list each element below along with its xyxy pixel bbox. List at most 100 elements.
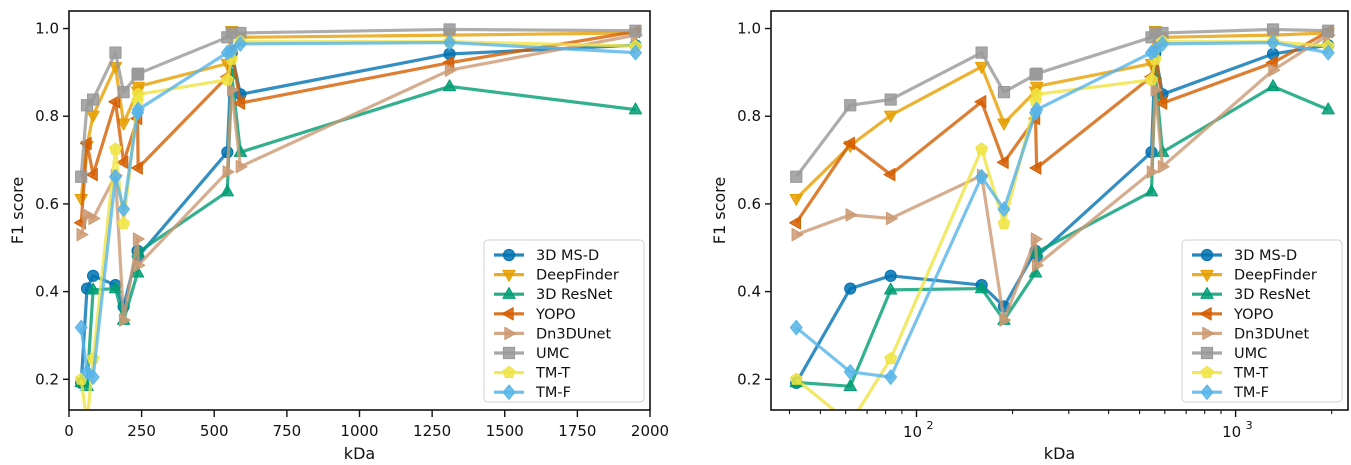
data-point-tm-f-3 (884, 369, 898, 385)
data-point-dn3dunet-7 (133, 258, 146, 272)
data-point-3d-resnet-4 (974, 281, 989, 294)
legend-label-tm-f: TM-F (535, 385, 571, 401)
data-point-tm-f-7 (131, 101, 145, 118)
legend: 3D MS-D DeepFinder 3D ResNet YOPO Dn3DUnet UM… (483, 239, 645, 403)
data-point-tm-f-5 (997, 201, 1011, 217)
data-point-3d-resnet-3 (86, 282, 100, 295)
data-point-yopo-7 (130, 161, 143, 175)
data-point-dn3dunet-6 (132, 232, 145, 246)
legend-marker-tm-f (1200, 384, 1214, 400)
data-point-yopo-4 (108, 95, 121, 109)
data-point-tm-t-5 (997, 216, 1011, 230)
data-point-tm-t-3 (884, 352, 898, 365)
data-point-deepfinder-5 (116, 118, 131, 131)
data-point-tm-t-8 (220, 73, 234, 86)
data-point-yopo-10 (233, 96, 246, 110)
legend-marker-dn3dunet (1202, 326, 1215, 341)
data-point-tm-f-4 (975, 168, 989, 185)
data-point-yopo-5 (116, 155, 129, 169)
data-point-deepfinder-1 (789, 193, 803, 206)
x-axis-label: kDa (344, 444, 375, 463)
legend-marker-umc (1200, 346, 1214, 360)
data-point-umc-5 (997, 86, 1011, 99)
x-tick-label: 750 (273, 422, 302, 440)
data-point-yopo-2 (843, 136, 855, 151)
data-point-yopo-5 (996, 155, 1009, 169)
x-tick-label: 10 (1222, 423, 1241, 441)
legend-label-umc: UMC (536, 346, 569, 362)
data-point-umc-7 (132, 67, 145, 80)
data-point-tm-f-11 (1266, 34, 1280, 51)
legend-label-3d-resnet: 3D ResNet (536, 287, 613, 303)
y-tick-label: 0.2 (737, 370, 761, 388)
data-point-umc-2 (844, 99, 857, 112)
legend: 3D MS-D DeepFinder 3D ResNet YOPO Dn3DUnet UM… (1181, 239, 1343, 403)
data-point-3d-resnet-11 (1266, 79, 1280, 92)
data-point-tm-t-2 (81, 417, 93, 428)
data-point-dn3dunet-11 (1268, 63, 1281, 77)
legend-label-deepfinder: DeepFinder (1234, 268, 1317, 284)
data-point-3d-resnet-12 (628, 102, 643, 115)
data-point-tm-f-9 (1148, 42, 1162, 59)
data-point-3d-ms-d-3 (884, 269, 897, 282)
data-point-3d-resnet-8 (1144, 184, 1159, 197)
legend-marker-3d-ms-d (502, 248, 516, 262)
series-line-yopo (79, 30, 636, 223)
data-point-deepfinder-3 (86, 110, 100, 123)
data-point-dn3dunet-11 (444, 63, 457, 77)
data-point-umc-12 (629, 24, 642, 37)
legend-label-tm-t: TM-T (1233, 366, 1268, 382)
data-point-3d-resnet-12 (1321, 102, 1335, 115)
data-point-umc-3 (884, 93, 897, 106)
data-point-umc-12 (1322, 24, 1335, 37)
y-tick-label: 0.6 (737, 195, 761, 213)
data-point-umc-10 (1156, 26, 1169, 40)
y-tick-label: 0.8 (35, 107, 59, 125)
legend-label-3d-ms-d: 3D MS-D (1234, 248, 1297, 264)
data-point-yopo-4 (974, 95, 987, 109)
x-tick-label: 1750 (558, 422, 596, 440)
data-point-tm-f-12 (629, 44, 642, 61)
legend-box (1181, 239, 1343, 403)
data-point-3d-resnet-3 (884, 282, 898, 295)
legend-label-dn3dunet: Dn3DUnet (536, 326, 611, 342)
y-tick-label: 0.8 (737, 107, 761, 125)
data-point-umc-11 (443, 23, 456, 36)
data-point-umc-3 (87, 93, 100, 106)
data-point-3d-resnet-8 (220, 184, 234, 197)
legend-box (483, 239, 645, 403)
x-axis-label: kDa (1044, 444, 1075, 463)
legend-marker-deepfinder (1200, 269, 1214, 282)
legend-marker-tm-f (502, 384, 516, 400)
data-point-3d-resnet-2 (843, 379, 857, 392)
data-point-umc-7 (1030, 67, 1043, 80)
data-point-dn3dunet-10 (235, 159, 248, 174)
series-line-deepfinder (795, 29, 1329, 200)
data-point-3d-ms-d-2 (844, 282, 857, 295)
legend-marker-tm-t (502, 365, 516, 379)
data-point-dn3dunet-3 (885, 211, 898, 226)
data-point-deepfinder-5 (997, 118, 1011, 131)
legend-marker-deepfinder (502, 269, 516, 282)
x-tick-label: 1500 (486, 422, 524, 440)
y-axis-label: F1 score (710, 177, 729, 244)
y-tick-label: 1.0 (737, 20, 761, 38)
series-line-yopo (794, 30, 1329, 224)
legend-label-dn3dunet: Dn3DUnet (1234, 326, 1309, 342)
data-point-dn3dunet-8 (222, 165, 235, 179)
chart-panel-2: 0.2 0.4 0.6 0.8 1.0 10 2 10 3 kDa F1 score 3D MS-D D… (710, 10, 1349, 463)
data-point-tm-t-2 (844, 417, 856, 428)
legend-label-yopo: YOPO (535, 307, 576, 323)
data-point-yopo-3 (883, 167, 896, 182)
data-point-tm-f-10 (234, 36, 247, 52)
data-point-deepfinder-4 (974, 61, 989, 74)
x-tick-label: 1000 (340, 422, 378, 440)
data-point-tm-f-12 (1321, 44, 1335, 61)
x-tick-label: 0 (64, 422, 74, 440)
legend-marker-umc (502, 346, 516, 360)
y-tick-label: 0.2 (35, 370, 59, 388)
chart-panel-1: 0.2 0.4 0.6 0.8 1.0 0 250 500 750 1000 1250 1500 175… (8, 10, 669, 463)
legend-label-deepfinder: DeepFinder (536, 268, 619, 284)
series-line-umc (794, 27, 1329, 178)
